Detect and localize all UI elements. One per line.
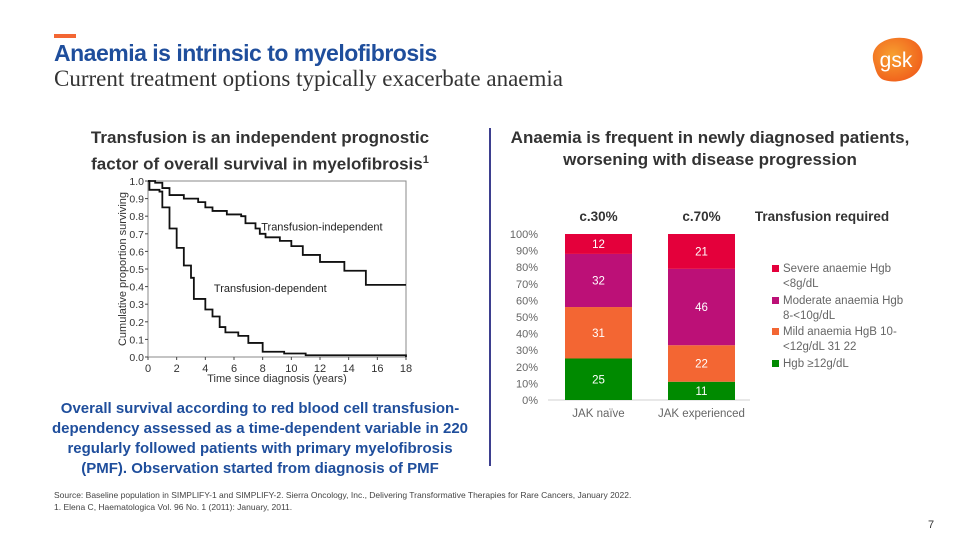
y-tick-label: 70% — [516, 279, 538, 291]
y-tick-label: 0.8 — [129, 211, 144, 223]
data-label: 25 — [592, 374, 605, 386]
data-label: 46 — [695, 302, 708, 314]
series-label: Transfusion-dependent — [214, 283, 327, 295]
x-tick-label: 6 — [231, 363, 237, 375]
legend-label: Moderate anaemia Hgb 8-<10g/dL — [783, 295, 903, 322]
left-heading-line1: Transfusion is an independent prognostic — [90, 128, 430, 147]
y-tick-label: 10% — [516, 378, 538, 390]
legend-swatch — [772, 297, 779, 304]
bar-segment — [565, 307, 632, 359]
legend-swatch — [772, 265, 779, 272]
chart-caption: Overall survival according to red blood … — [51, 400, 468, 477]
category-label: JAK experienced — [658, 408, 745, 420]
data-label: 12 — [592, 239, 605, 251]
y-tick-label: 1.0 — [129, 176, 144, 188]
source-note: Source: Baseline population in SIMPLIFY-… — [54, 490, 632, 500]
title-accent-bar — [54, 34, 76, 38]
transfusion-percent: c.70% — [682, 209, 720, 224]
bar-segment — [668, 381, 735, 400]
legend-label: Hgb ≥12g/dL — [783, 358, 849, 370]
page-number: 7 — [928, 519, 935, 531]
category-label: JAK naïve — [572, 408, 624, 420]
y-tick-label: 100% — [510, 229, 538, 241]
bar-segment — [668, 345, 735, 382]
y-tick-label: 20% — [516, 362, 538, 374]
data-label: 11 — [696, 386, 708, 398]
bar-segment — [565, 253, 632, 308]
slide-subtitle: Current treatment options typically exac… — [54, 66, 563, 91]
legend-label: Mild anaemia HgB 10-<12g/dL 31 22 — [783, 326, 897, 353]
plot-frame — [147, 180, 407, 358]
x-tick-label: 0 — [145, 363, 151, 375]
y-tick-label: 30% — [516, 345, 538, 357]
y-tick-label: 50% — [516, 312, 538, 324]
bar-segment — [668, 234, 735, 269]
y-tick-label: 80% — [516, 262, 538, 274]
y-tick-label: 90% — [516, 246, 538, 258]
y-tick-label: 0.9 — [129, 194, 144, 206]
series-label: Transfusion-independent — [261, 221, 382, 233]
footnote-ref: 1 — [422, 154, 429, 166]
left-heading-line2: factor of overall survival in myelofibro… — [91, 154, 423, 174]
legend-label: Severe anaemie Hgb <8g/dL — [783, 263, 891, 290]
x-tick-label: 2 — [174, 363, 180, 375]
x-axis-label: Time since diagnosis (years) — [207, 373, 347, 385]
y-tick-label: 0.0 — [129, 352, 144, 364]
y-tick-label: 0.3 — [129, 299, 144, 311]
right-heading: Anaemia is frequent in newly diagnosed p… — [510, 128, 910, 169]
x-tick-label: 14 — [343, 363, 355, 375]
svg-text:gsk: gsk — [880, 49, 913, 72]
y-tick-label: 0.6 — [129, 246, 144, 258]
y-tick-label: 0.4 — [129, 282, 144, 294]
legend-swatch — [772, 360, 779, 367]
y-tick-label: 0.2 — [129, 317, 144, 329]
x-tick-label: 10 — [285, 363, 297, 375]
data-label: 21 — [695, 246, 708, 258]
y-tick-label: 0% — [522, 395, 538, 407]
y-tick-label: 0.1 — [129, 334, 144, 346]
y-axis-label: Cumulative proportion surviving — [117, 192, 129, 346]
survival-chart: 0.0 0.1 0.2 0.3 0.4 0.5 0.6 0.7 0.8 0.9 1.0 0 2 4 6 8 10… — [117, 176, 412, 385]
x-tick-label: 8 — [260, 363, 266, 375]
bar-segment — [668, 268, 735, 346]
x-tick-label: 18 — [400, 363, 412, 375]
left-heading: Transfusion is an independent prognostic… — [60, 127, 460, 176]
anaemia-bar-chart: 0% 10% 20% 30% 40% 50% 60% 70% 80% 90% 100% 25 31 32 1… — [510, 209, 903, 420]
legend-swatch — [772, 328, 779, 335]
data-label: 32 — [592, 275, 605, 287]
x-tick-label: 4 — [202, 363, 208, 375]
slide-title: Anaemia is intrinsic to myelofibrosis — [54, 40, 437, 66]
data-label: 22 — [695, 358, 708, 370]
gsk-logo: gsk — [872, 37, 923, 82]
y-tick-label: 60% — [516, 295, 538, 307]
data-label: 31 — [592, 328, 605, 340]
bar-segment — [565, 358, 632, 400]
survival-curve-dependent — [148, 180, 407, 357]
y-tick-label: 0.5 — [129, 264, 144, 276]
bar-segment — [565, 234, 632, 254]
survival-curve-independent — [148, 180, 406, 286]
y-tick-label: 40% — [516, 329, 538, 341]
x-tick-label: 12 — [314, 363, 326, 375]
transfusion-percent: c.30% — [579, 209, 617, 224]
y-tick-label: 0.7 — [129, 229, 144, 241]
column-divider — [489, 128, 491, 466]
reference-note: 1. Elena C, Haematologica Vol. 96 No. 1 … — [54, 502, 293, 512]
x-tick-label: 16 — [371, 363, 383, 375]
transfusion-required-label: Transfusion required — [755, 209, 889, 224]
